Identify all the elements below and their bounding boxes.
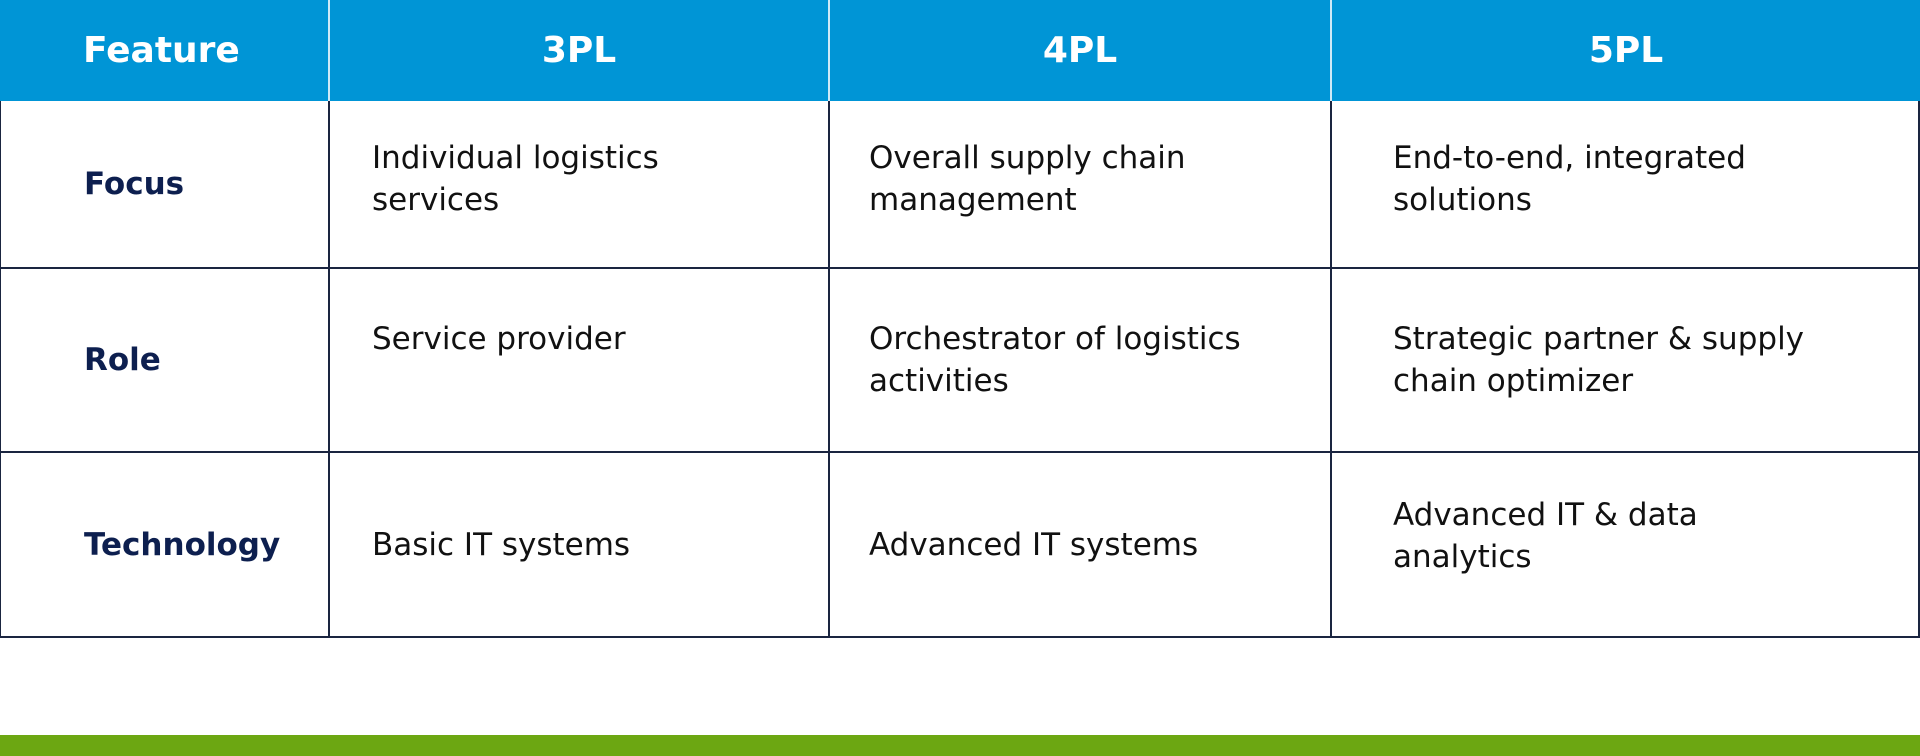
- cell-role-4pl: Orchestrator of logistics activities: [828, 269, 1330, 453]
- cell-role-5pl: Strategic partner & supply chain optimiz…: [1330, 269, 1920, 453]
- header-4pl: 4PL: [828, 0, 1330, 101]
- cell-focus-3pl: Individual logistics services: [328, 101, 828, 269]
- row-label-role: Role: [0, 269, 328, 453]
- cell-focus-4pl: Overall supply chain management: [828, 101, 1330, 269]
- cell-focus-5pl: End-to-end, integrated solutions: [1330, 101, 1920, 269]
- cell-technology-3pl: Basic IT systems: [328, 453, 828, 638]
- row-label-technology: Technology: [0, 453, 328, 638]
- header-5pl: 5PL: [1330, 0, 1920, 101]
- cell-technology-4pl: Advanced IT systems: [828, 453, 1330, 638]
- row-label-focus: Focus: [0, 101, 328, 269]
- header-feature: Feature: [0, 0, 328, 101]
- footer-accent-bar: [0, 735, 1920, 756]
- cell-role-3pl: Service provider: [328, 269, 828, 453]
- header-3pl: 3PL: [328, 0, 828, 101]
- cell-technology-5pl: Advanced IT & data analytics: [1330, 453, 1920, 638]
